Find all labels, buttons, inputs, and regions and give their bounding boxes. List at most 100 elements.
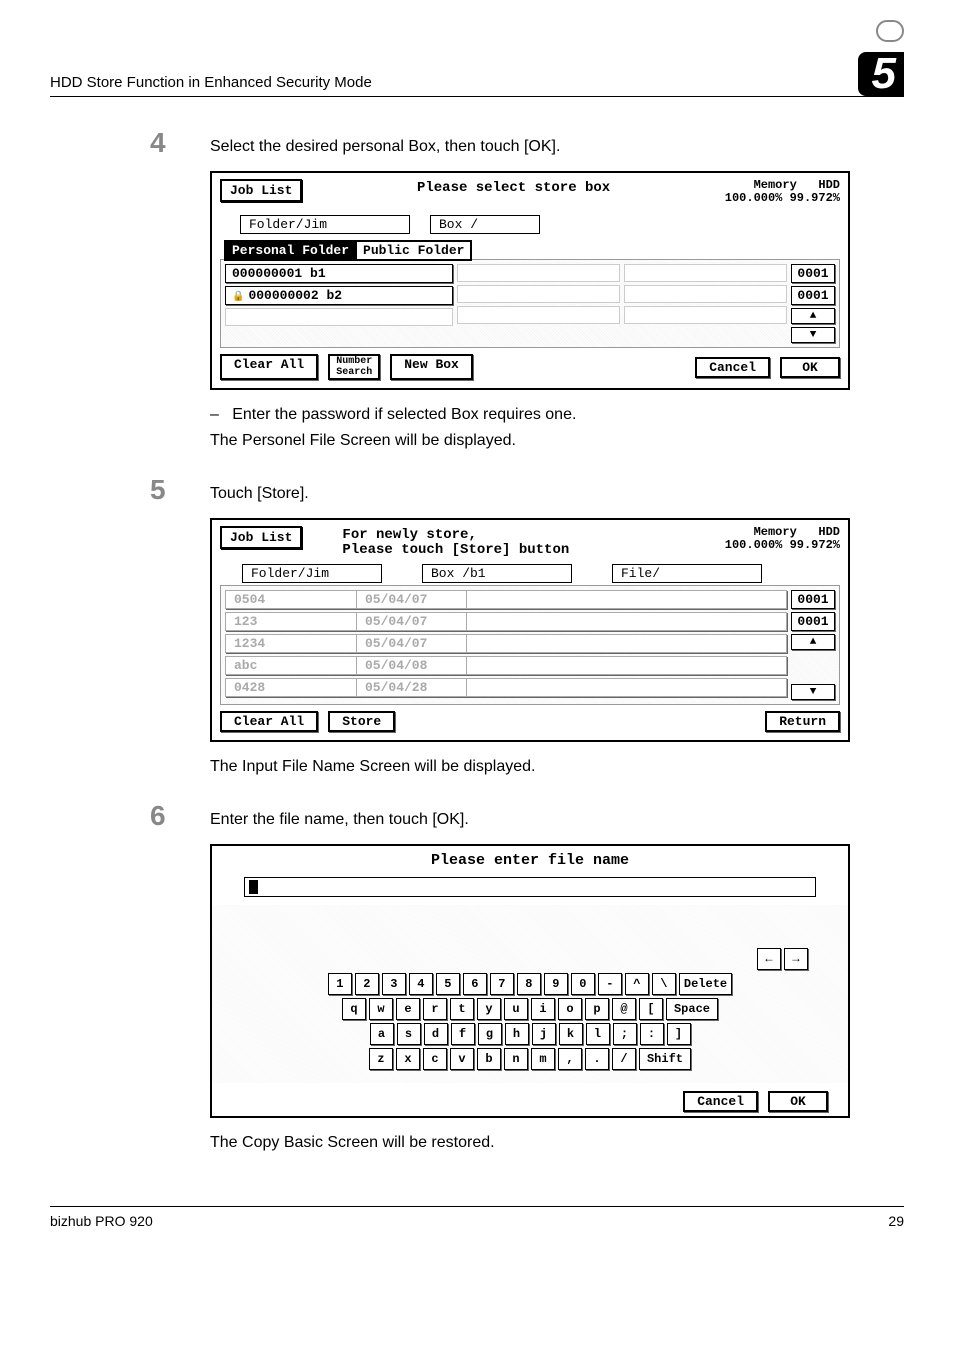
file-name-cell: 0428	[226, 679, 356, 696]
new-box-button[interactable]: New Box	[390, 354, 473, 380]
space-key[interactable]: Space	[666, 998, 718, 1020]
file-row[interactable]: 050405/04/07	[225, 590, 787, 609]
key-j[interactable]: j	[532, 1023, 556, 1045]
box-item-empty	[624, 264, 787, 282]
key-o[interactable]: o	[558, 998, 582, 1020]
scroll-up-button[interactable]: ▲	[791, 308, 835, 324]
cancel-button[interactable]: Cancel	[695, 357, 770, 378]
key-.[interactable]: .	[585, 1048, 609, 1070]
key-y[interactable]: y	[477, 998, 501, 1020]
scroll-down-button[interactable]: ▼	[791, 327, 835, 343]
key-:[interactable]: :	[640, 1023, 664, 1045]
key-g[interactable]: g	[478, 1023, 502, 1045]
file-row[interactable]: 042805/04/28	[225, 678, 787, 697]
key-c[interactable]: c	[423, 1048, 447, 1070]
key-a[interactable]: a	[370, 1023, 394, 1045]
panel2-title: For newly store,Please touch [Store] but…	[302, 526, 724, 559]
key-8[interactable]: 8	[517, 973, 541, 995]
key-4[interactable]: 4	[409, 973, 433, 995]
file-name-cell: abc	[226, 657, 356, 674]
key-e[interactable]: e	[396, 998, 420, 1020]
key-5[interactable]: 5	[436, 973, 460, 995]
job-list-button[interactable]: Job List	[220, 179, 302, 202]
key-b[interactable]: b	[477, 1048, 501, 1070]
page-indicator: 0001	[791, 612, 835, 631]
key-r[interactable]: r	[423, 998, 447, 1020]
key-1[interactable]: 1	[328, 973, 352, 995]
key-@[interactable]: @	[612, 998, 636, 1020]
clear-all-button[interactable]: Clear All	[220, 711, 318, 732]
clear-all-button[interactable]: Clear All	[220, 354, 318, 380]
footer-page: 29	[888, 1213, 904, 1229]
personal-folder-tab[interactable]: Personal Folder	[224, 240, 357, 261]
shift-key[interactable]: Shift	[639, 1048, 691, 1070]
key-^[interactable]: ^	[625, 973, 649, 995]
scroll-down-button[interactable]: ▼	[791, 684, 835, 700]
file-row[interactable]: 123405/04/07	[225, 634, 787, 653]
memory-hdd-status: Memory HDD 100.000% 99.972%	[725, 526, 840, 552]
step-6-number: 6	[150, 800, 210, 832]
key-3[interactable]: 3	[382, 973, 406, 995]
step-4-note: – Enter the password if selected Box req…	[210, 402, 904, 453]
key-\[interactable]: \	[652, 973, 676, 995]
key-i[interactable]: i	[531, 998, 555, 1020]
cancel-button[interactable]: Cancel	[683, 1091, 758, 1112]
box-item-empty	[624, 285, 787, 303]
key-[[interactable]: [	[639, 998, 663, 1020]
key-n[interactable]: n	[504, 1048, 528, 1070]
key-h[interactable]: h	[505, 1023, 529, 1045]
key-9[interactable]: 9	[544, 973, 568, 995]
key-z[interactable]: z	[369, 1048, 393, 1070]
return-button[interactable]: Return	[765, 711, 840, 732]
key-][interactable]: ]	[667, 1023, 691, 1045]
file-row[interactable]: abc05/04/08	[225, 656, 787, 675]
store-button[interactable]: Store	[328, 711, 395, 732]
file-date-cell: 05/04/28	[356, 679, 466, 696]
key-t[interactable]: t	[450, 998, 474, 1020]
arrow-left-key[interactable]: ←	[757, 948, 781, 970]
key-,[interactable]: ,	[558, 1048, 582, 1070]
key-m[interactable]: m	[531, 1048, 555, 1070]
number-search-button[interactable]: Number Search	[328, 354, 380, 380]
key-x[interactable]: x	[396, 1048, 420, 1070]
file-field: File/	[612, 564, 762, 583]
key-/[interactable]: /	[612, 1048, 636, 1070]
job-list-button[interactable]: Job List	[220, 526, 302, 549]
key-6[interactable]: 6	[463, 973, 487, 995]
key-s[interactable]: s	[397, 1023, 421, 1045]
key-v[interactable]: v	[450, 1048, 474, 1070]
key-2[interactable]: 2	[355, 973, 379, 995]
file-date-cell: 05/04/08	[356, 657, 466, 674]
key-p[interactable]: p	[585, 998, 609, 1020]
ok-button[interactable]: OK	[780, 357, 840, 378]
key-l[interactable]: l	[586, 1023, 610, 1045]
key-q[interactable]: q	[342, 998, 366, 1020]
key--[interactable]: -	[598, 973, 622, 995]
filename-input[interactable]	[244, 877, 816, 897]
file-name-cell: 1234	[226, 635, 356, 652]
file-name-cell: 123	[226, 613, 356, 630]
box-item-empty	[457, 285, 620, 303]
panel1-title: Please select store box	[302, 179, 724, 196]
key-k[interactable]: k	[559, 1023, 583, 1045]
chapter-number: 5	[858, 52, 904, 96]
delete-key[interactable]: Delete	[679, 973, 732, 995]
file-name-panel: Please enter file name ← → 1234567890-^\…	[210, 844, 850, 1118]
file-row[interactable]: 12305/04/07	[225, 612, 787, 631]
footer-model: bizhub PRO 920	[50, 1213, 153, 1229]
key-7[interactable]: 7	[490, 973, 514, 995]
key-d[interactable]: d	[424, 1023, 448, 1045]
arrow-right-key[interactable]: →	[784, 948, 808, 970]
key-w[interactable]: w	[369, 998, 393, 1020]
key-u[interactable]: u	[504, 998, 528, 1020]
step-6-note: The Copy Basic Screen will be restored.	[210, 1130, 904, 1156]
ok-button[interactable]: OK	[768, 1091, 828, 1112]
key-f[interactable]: f	[451, 1023, 475, 1045]
public-folder-tab[interactable]: Public Folder	[355, 240, 472, 261]
scroll-up-button[interactable]: ▲	[791, 634, 835, 650]
box-item-2[interactable]: 000000002 b2	[225, 286, 453, 305]
step-5-number: 5	[150, 474, 210, 506]
key-;[interactable]: ;	[613, 1023, 637, 1045]
key-0[interactable]: 0	[571, 973, 595, 995]
box-item-1[interactable]: 000000001 b1	[225, 264, 453, 283]
